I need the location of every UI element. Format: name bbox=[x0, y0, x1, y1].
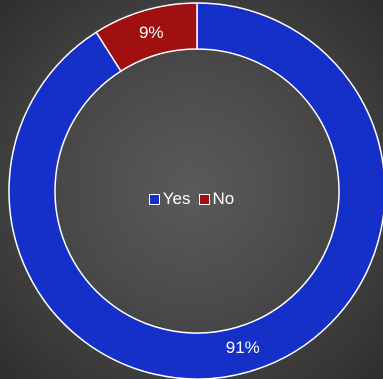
legend-swatch-yes bbox=[148, 193, 160, 205]
slice-yes bbox=[8, 2, 383, 379]
data-label-no: 9% bbox=[139, 23, 164, 42]
legend-swatch-no bbox=[198, 193, 210, 205]
legend-item-no: No bbox=[198, 189, 235, 209]
legend-label-yes: Yes bbox=[162, 189, 191, 208]
legend-label-no: No bbox=[212, 189, 235, 208]
legend-item-yes: Yes bbox=[148, 189, 191, 209]
data-label-yes: 91% bbox=[226, 338, 260, 357]
slice-no bbox=[95, 2, 198, 73]
legend: Yes No bbox=[0, 189, 383, 209]
